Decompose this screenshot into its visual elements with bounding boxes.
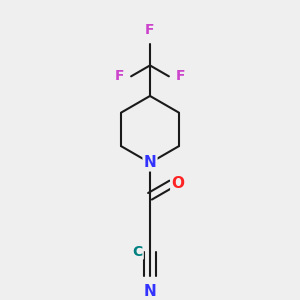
Text: N: N <box>144 155 156 170</box>
Text: N: N <box>144 284 156 298</box>
Text: F: F <box>115 69 125 83</box>
Text: F: F <box>145 23 155 37</box>
Text: F: F <box>175 69 185 83</box>
Text: C: C <box>133 244 143 259</box>
Text: O: O <box>171 176 184 191</box>
